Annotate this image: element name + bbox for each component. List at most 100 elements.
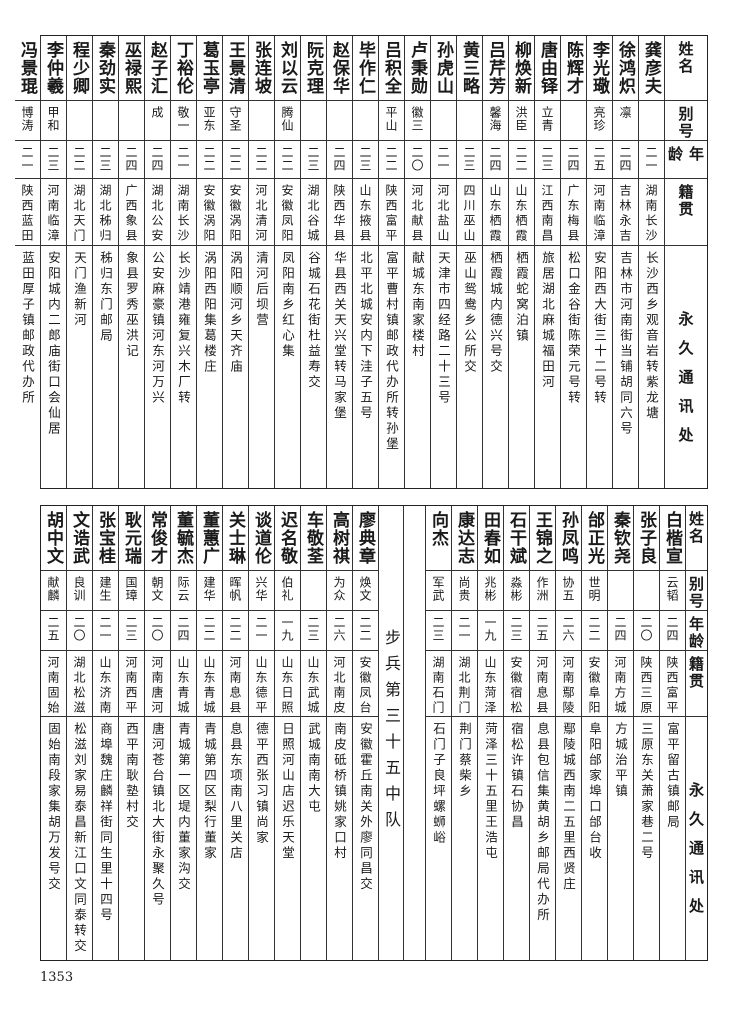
person-name: 向杰	[428, 511, 448, 547]
person-alias: 世明	[587, 576, 601, 602]
person-age: 二三	[509, 616, 523, 642]
person-alias: 献麟	[46, 576, 60, 602]
person-column: 赵子汇成二四 湖北公安 公安麻豪镇河东河万兴	[144, 36, 170, 488]
address-cell: 西平南耿塾村交	[119, 717, 144, 960]
person-address: 阜阳邰家埠口邰台收	[587, 722, 602, 862]
age-cell: 二一	[93, 611, 118, 651]
origin-cell: 山东青城	[197, 651, 222, 717]
person-origin: 河南息县	[535, 656, 549, 716]
person-name: 张子良	[636, 511, 656, 565]
person-address: 安阳城内二郎庙街口会仙居	[46, 251, 61, 437]
name-cell: 赵保华	[327, 36, 352, 101]
age-cell: 二四	[660, 611, 685, 651]
name-cell: 康达志	[452, 506, 477, 571]
person-alias: 协五	[561, 576, 575, 602]
alias-cell	[327, 101, 352, 141]
person-name: 黄三略	[459, 41, 479, 95]
person-name: 董蕙广	[199, 511, 219, 565]
person-age: 二六	[561, 616, 575, 642]
person-origin: 河南临漳	[46, 184, 60, 244]
person-address: 谷城石花街杜益寿交	[306, 251, 321, 391]
person-address: 三原东关萧家巷二号	[639, 722, 654, 862]
person-alias: 立青	[540, 106, 554, 132]
origin-cell: 河南临漳	[41, 179, 66, 246]
blank-column	[403, 506, 425, 960]
address-cell: 富平留古镇邮局	[660, 717, 685, 960]
person-alias: 敬一	[176, 106, 190, 132]
person-age: 二四	[566, 146, 580, 172]
age-cell: 二一	[15, 141, 40, 179]
person-origin: 山东日照	[280, 656, 294, 716]
name-cell: 刘以云	[275, 36, 300, 101]
person-column: 阮克理 二三 湖北谷城 谷城石花街杜益寿交	[300, 36, 326, 488]
person-column: 车敬荃 二三 山东武城 武城南南大屯	[300, 506, 326, 960]
origin-cell: 河北清河	[249, 179, 274, 246]
person-address: 固始南段家集胡万发号交	[46, 722, 61, 893]
person-origin: 陕西富平	[384, 184, 398, 244]
address-cell: 息县包信集黄胡乡邮局代办所	[530, 717, 555, 960]
person-name: 康达志	[454, 511, 474, 565]
alias-cell: 晖帆	[223, 571, 248, 611]
name-cell: 高树祺	[327, 506, 352, 571]
address-cell: 旅居湖北麻城福田河	[535, 246, 560, 488]
header-address: 永久通讯处	[676, 311, 695, 456]
header-name-cell: 姓名	[686, 506, 707, 571]
age-cell: 二二	[353, 611, 378, 651]
person-age: 二二	[254, 146, 268, 172]
alias-cell	[301, 101, 326, 141]
person-address: 方城治平镇	[613, 722, 628, 800]
roster-table-top: 姓名 别号 年龄 籍贯 永久通讯处 龚彦夫 二一 湖南长沙 长沙西乡观音岩转紫龙塘 徐鸿炽凛二四吉…	[15, 35, 708, 489]
person-age: 一九	[483, 616, 497, 642]
person-age: 二四	[332, 146, 346, 172]
origin-cell: 山东菏泽	[478, 651, 503, 717]
origin-cell: 陕西华县	[327, 179, 352, 246]
person-origin: 山东栖霞	[488, 184, 502, 244]
name-cell: 秦钦尧	[608, 506, 633, 571]
person-address: 蓝田厚子镇邮政代办所	[20, 251, 35, 406]
origin-cell: 湖北荆门	[452, 651, 477, 717]
person-address: 华县西关天兴堂转马家堡	[332, 251, 347, 422]
alias-cell: 朝文	[145, 571, 170, 611]
person-address: 秭归东门邮局	[98, 251, 113, 344]
person-address: 石门子良坪螺蛳峪	[431, 722, 446, 846]
person-name: 孙虎山	[433, 41, 453, 95]
name-cell: 关士琳	[223, 506, 248, 571]
person-address: 清河后坝营	[254, 251, 269, 329]
person-age: 二〇	[72, 616, 86, 642]
person-address: 青城第一区堤内董家沟交	[176, 722, 191, 893]
name-cell: 胡中文	[41, 506, 66, 571]
origin-cell: 山东栖霞	[509, 179, 534, 246]
person-age: 二四	[488, 146, 502, 172]
person-alias: 兆彬	[483, 576, 497, 602]
person-name: 田春如	[480, 511, 500, 565]
person-column: 邰正光 世明 二二 安徽阜阳 阜阳邰家埠口邰台收	[581, 506, 607, 960]
person-age: 二四	[124, 146, 138, 172]
person-column: 吕积全 平山 二二 陕西富平 富平曹村镇邮政代办所转孙堡	[378, 36, 404, 488]
address-cell: 吉林市河南街当铺胡同六号	[613, 246, 638, 488]
person-column: 巫禄熙 二四 广西象县 象县罗秀巫洪记	[118, 36, 144, 488]
person-age: 二三	[431, 616, 445, 642]
name-cell: 廖典章	[353, 506, 378, 571]
person-alias: 际云	[176, 576, 190, 602]
person-address: 安阳西大街三十二号转	[592, 251, 607, 406]
name-cell: 张子良	[634, 506, 659, 571]
person-age: 二四	[150, 146, 164, 172]
address-cell: 长沙靖港雍复兴木厂转	[171, 246, 196, 488]
name-cell: 秦劲实	[93, 36, 118, 101]
alias-cell: 焕文	[353, 571, 378, 611]
name-cell: 王景清	[223, 36, 248, 101]
person-address: 唐河苍台镇北大街永聚久号	[150, 722, 165, 908]
origin-cell: 山东德平	[249, 651, 274, 717]
person-column: 王锦之 作洲 二五 河南息县 息县包信集黄胡乡邮局代办所	[529, 506, 555, 960]
age-cell: 二三	[301, 611, 326, 651]
origin-cell: 河南临漳	[587, 179, 612, 246]
header-column: 姓名 别号 年龄 籍贯 永久通讯处	[664, 36, 707, 488]
person-name: 吕积全	[381, 41, 401, 95]
person-alias: 甲和	[46, 106, 60, 132]
age-cell: 一九	[275, 611, 300, 651]
origin-cell: 陕西三原	[634, 651, 659, 717]
origin-cell: 安徽宿松	[504, 651, 529, 717]
section-label-column: 步兵第三十五中队	[378, 506, 403, 960]
person-name: 柳焕新	[511, 41, 531, 95]
person-address: 公安麻豪镇河东河万兴	[150, 251, 165, 406]
